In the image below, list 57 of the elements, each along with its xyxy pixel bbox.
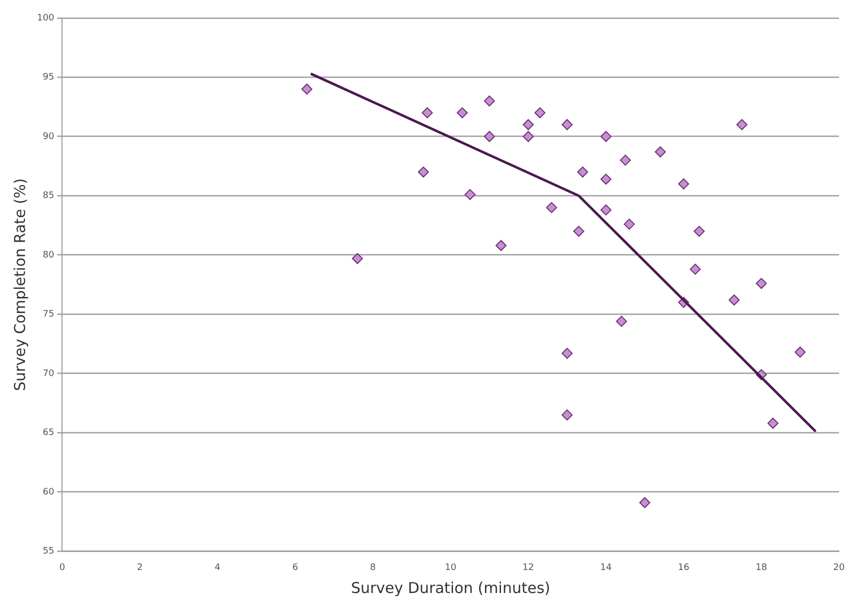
point [794, 346, 806, 358]
x-tick-label: 14 [600, 562, 612, 573]
y-tick-label: 100 [36, 13, 54, 24]
y-axis-title: Survey Completion Rate (%) [10, 178, 29, 391]
point [562, 119, 573, 130]
y-tick-label: 55 [42, 546, 54, 557]
point [694, 226, 705, 237]
point [678, 178, 690, 190]
point [546, 202, 558, 214]
x-tick-label: 8 [370, 562, 376, 573]
point [534, 107, 546, 118]
y-tick-label: 60 [42, 487, 54, 498]
point [690, 264, 701, 275]
point [456, 107, 468, 118]
point [600, 130, 612, 142]
x-tick-label: 10 [444, 562, 457, 573]
point [422, 107, 433, 118]
x-tick-label: 6 [292, 562, 298, 573]
y-tick-label: 70 [42, 368, 54, 379]
y-tick-label: 85 [42, 191, 54, 202]
y-tick-label: 65 [42, 428, 54, 438]
x-tick-label: 12 [522, 562, 534, 573]
point [756, 278, 767, 289]
point [464, 189, 476, 200]
point [522, 130, 534, 142]
point [624, 218, 635, 230]
y-tick-label: 75 [42, 310, 54, 320]
x-tick-label: 0 [59, 562, 66, 573]
point [600, 174, 612, 185]
point [728, 294, 740, 306]
y-tick-label: 95 [42, 72, 54, 83]
point [577, 166, 588, 178]
point [484, 130, 495, 142]
x-tick-label: 20 [833, 562, 845, 573]
x-tick-label: 4 [214, 562, 221, 573]
y-tick-label: 80 [42, 250, 54, 260]
point [301, 84, 312, 95]
y-tick-label: 90 [42, 132, 54, 142]
point [418, 166, 429, 178]
x-axis-title: Survey Duration (minutes) [350, 578, 550, 597]
point [654, 146, 666, 158]
point [620, 154, 631, 166]
point [736, 119, 748, 130]
point [562, 409, 573, 420]
point [484, 95, 495, 106]
x-tick-label: 16 [678, 562, 690, 573]
point [496, 240, 507, 251]
point [600, 204, 612, 216]
point [573, 226, 584, 237]
x-tick-label: 18 [756, 562, 768, 573]
point [616, 316, 627, 327]
point [767, 418, 778, 429]
point [562, 348, 573, 359]
point [352, 253, 363, 264]
point [522, 119, 534, 130]
x-tick-label: 2 [136, 562, 143, 573]
point [639, 497, 650, 508]
